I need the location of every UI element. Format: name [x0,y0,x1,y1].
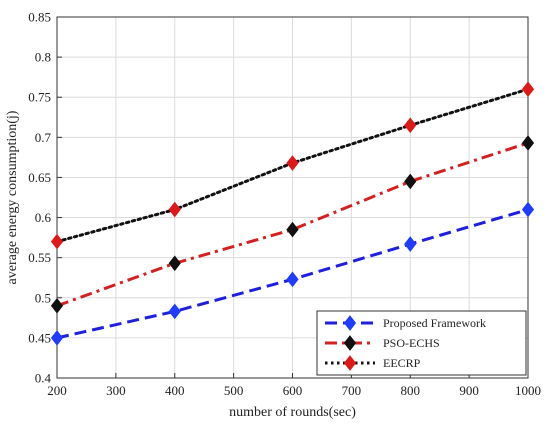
x-tick-label: 600 [283,383,303,398]
data-point [286,221,299,238]
x-axis-label: number of rounds(sec) [229,405,356,420]
y-tick-label: 0.75 [28,90,51,105]
data-point [168,303,181,320]
y-tick-label: 0.65 [28,170,51,185]
data-point [521,201,535,218]
series-group [50,81,535,346]
data-point [168,255,181,272]
data-point [50,297,64,314]
data-point [168,201,181,218]
series-3 [50,81,535,250]
x-tick-label: 800 [401,383,421,398]
data-point [404,236,417,252]
data-point [286,155,299,171]
y-tick-label: 0.55 [28,250,51,265]
y-tick-label: 0.45 [28,330,51,345]
legend-item: PSO-ECHS [325,335,440,351]
x-tick-label: 300 [106,383,126,398]
x-tick-label: 1000 [515,383,541,398]
y-tick-label: 0.7 [35,130,52,145]
y-tick-label: 0.4 [35,371,52,386]
y-tick-label: 0.85 [28,10,51,25]
x-tick-label: 500 [224,383,244,398]
data-point [521,135,535,151]
legend-swatch-marker [343,355,357,371]
data-point [404,117,417,134]
legend: Proposed Framework PSO-ECHS EECRP [316,310,527,376]
data-point [404,173,417,190]
legend-swatch-marker [343,335,357,351]
legend-label: PSO-ECHS [383,336,440,350]
tick-labels: 200 300 400 500 600 700 800 900 1000 0.4 0.45 0.5 0.… [28,10,541,399]
y-tick-label: 0.8 [35,50,51,65]
x-tick-label: 700 [342,383,362,398]
y-tick-label: 0.6 [35,210,52,225]
x-tick-label: 900 [459,383,479,398]
x-tick-label: 200 [47,383,67,398]
legend-label: Proposed Framework [383,316,486,330]
data-point [521,81,535,98]
legend-label: EECRP [383,356,421,370]
y-axis-label: average energy consumption(j) [5,110,20,284]
legend-item: Proposed Framework [325,315,486,331]
x-tick-label: 400 [165,383,185,398]
data-point [286,271,299,288]
legend-swatch-marker [343,315,357,331]
series-1 [50,201,535,346]
legend-item: EECRP [325,355,421,371]
y-tick-label: 0.5 [35,290,51,305]
data-point [50,233,64,250]
series-2 [50,135,535,314]
data-point [50,330,64,346]
series-line [56,141,529,308]
